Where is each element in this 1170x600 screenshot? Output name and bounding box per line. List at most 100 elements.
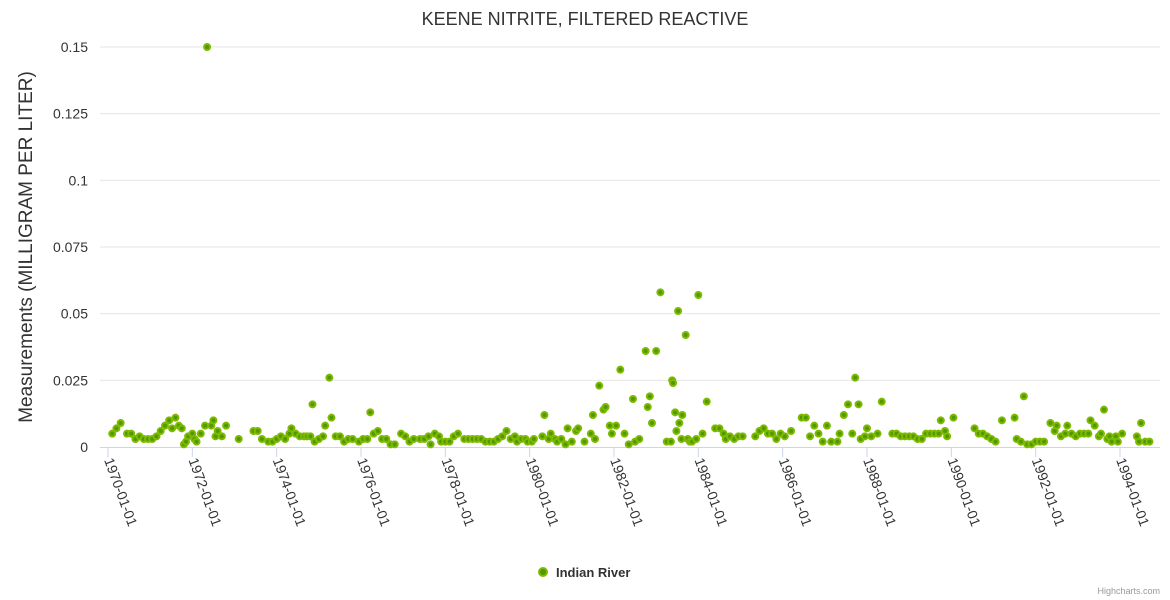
data-point[interactable]	[325, 373, 334, 382]
data-point[interactable]	[1097, 429, 1106, 438]
data-point[interactable]	[1061, 429, 1070, 438]
data-point[interactable]	[698, 429, 707, 438]
data-point[interactable]	[348, 435, 357, 443]
data-point[interactable]	[1113, 437, 1122, 446]
data-point[interactable]	[424, 432, 433, 441]
data-point[interactable]	[1019, 392, 1028, 401]
data-point[interactable]	[674, 307, 683, 315]
data-point[interactable]	[108, 429, 117, 438]
data-point[interactable]	[390, 440, 399, 449]
data-point[interactable]	[1134, 437, 1143, 446]
data-point[interactable]	[628, 395, 637, 403]
data-point[interactable]	[806, 432, 815, 441]
data-point[interactable]	[373, 427, 382, 435]
data-point[interactable]	[818, 437, 827, 446]
data-point[interactable]	[363, 435, 372, 443]
data-point[interactable]	[1010, 413, 1019, 422]
data-point[interactable]	[127, 429, 136, 438]
data-point[interactable]	[863, 424, 871, 433]
data-point[interactable]	[814, 429, 823, 438]
data-point[interactable]	[529, 435, 538, 443]
data-point[interactable]	[203, 43, 212, 51]
data-point[interactable]	[222, 421, 231, 430]
data-point[interactable]	[616, 365, 625, 374]
data-point[interactable]	[196, 429, 205, 438]
data-point[interactable]	[567, 437, 576, 446]
data-point[interactable]	[112, 424, 121, 433]
data-point[interactable]	[540, 411, 549, 419]
data-point[interactable]	[502, 427, 511, 435]
data-point[interactable]	[647, 419, 656, 427]
data-point[interactable]	[692, 435, 701, 443]
data-point[interactable]	[557, 435, 566, 443]
data-point[interactable]	[1063, 421, 1072, 430]
data-point[interactable]	[409, 435, 418, 443]
data-point[interactable]	[860, 432, 869, 441]
data-point[interactable]	[335, 432, 344, 441]
data-point[interactable]	[168, 424, 177, 433]
data-point[interactable]	[152, 432, 161, 441]
data-point[interactable]	[772, 435, 781, 443]
data-point[interactable]	[546, 429, 555, 438]
data-point[interactable]	[620, 429, 629, 438]
data-point[interactable]	[1040, 437, 1049, 446]
data-point[interactable]	[835, 429, 844, 438]
data-point[interactable]	[934, 429, 943, 438]
data-point[interactable]	[306, 432, 315, 441]
data-point[interactable]	[681, 331, 690, 339]
data-point[interactable]	[116, 419, 125, 427]
data-point[interactable]	[217, 432, 226, 441]
data-point[interactable]	[588, 411, 597, 419]
data-point[interactable]	[319, 432, 328, 441]
data-point[interactable]	[702, 397, 711, 406]
data-point[interactable]	[678, 411, 687, 419]
data-point[interactable]	[156, 427, 165, 435]
data-point[interactable]	[234, 435, 243, 443]
data-point[interactable]	[694, 291, 703, 299]
data-point[interactable]	[1099, 405, 1108, 414]
data-point[interactable]	[561, 440, 570, 449]
data-point[interactable]	[839, 411, 848, 419]
data-point[interactable]	[574, 424, 583, 433]
data-point[interactable]	[1137, 419, 1146, 427]
data-point[interactable]	[612, 421, 621, 430]
data-point[interactable]	[160, 421, 169, 430]
data-point[interactable]	[366, 408, 375, 417]
data-point[interactable]	[851, 373, 860, 382]
data-point[interactable]	[780, 432, 789, 441]
data-point[interactable]	[327, 413, 336, 422]
data-point[interactable]	[401, 432, 410, 441]
data-point[interactable]	[666, 437, 675, 446]
legend-item-indian-river[interactable]: Indian River	[538, 565, 630, 580]
data-point[interactable]	[669, 379, 678, 387]
data-point[interactable]	[563, 424, 572, 433]
data-point[interactable]	[308, 400, 317, 409]
data-point[interactable]	[715, 424, 724, 433]
data-point[interactable]	[253, 427, 262, 435]
data-point[interactable]	[586, 429, 595, 438]
credits-link[interactable]: Highcharts.com	[1097, 586, 1160, 596]
data-point[interactable]	[1084, 429, 1093, 438]
data-point[interactable]	[257, 435, 266, 443]
data-point[interactable]	[426, 440, 435, 449]
data-point[interactable]	[827, 437, 836, 446]
data-point[interactable]	[1016, 437, 1025, 446]
data-point[interactable]	[844, 400, 853, 409]
data-point[interactable]	[213, 427, 222, 435]
data-point[interactable]	[917, 435, 926, 443]
data-point[interactable]	[810, 421, 819, 430]
data-point[interactable]	[675, 419, 684, 427]
data-point[interactable]	[787, 427, 796, 435]
data-point[interactable]	[943, 432, 952, 441]
data-point[interactable]	[1118, 429, 1127, 438]
data-point[interactable]	[751, 432, 760, 441]
data-point[interactable]	[382, 435, 391, 443]
data-point[interactable]	[759, 424, 768, 433]
data-point[interactable]	[498, 432, 507, 441]
data-point[interactable]	[1145, 437, 1154, 446]
data-point[interactable]	[601, 403, 610, 411]
data-point[interactable]	[177, 424, 186, 433]
data-point[interactable]	[580, 437, 589, 446]
data-point[interactable]	[873, 429, 882, 438]
data-point[interactable]	[1090, 421, 1099, 430]
